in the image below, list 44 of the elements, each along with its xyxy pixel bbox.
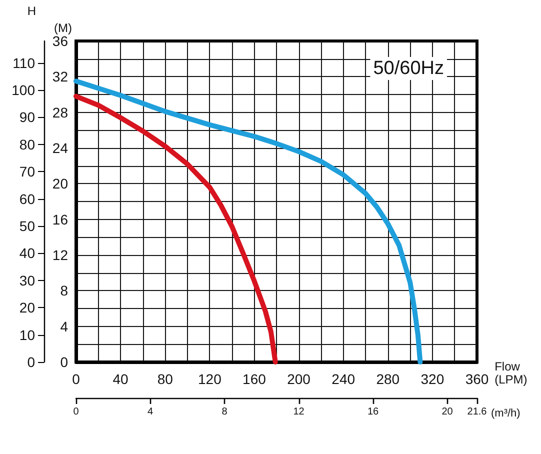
- y2-tick-label: 60: [19, 190, 36, 207]
- y-tick-label: 8: [60, 282, 68, 299]
- x2-tick-label: 0: [73, 406, 80, 418]
- y-tick-label: 36: [52, 33, 68, 49]
- y-tick-label: 24: [52, 140, 68, 156]
- x2-tick-label: 4: [147, 406, 154, 418]
- y2-tick-label: 0: [27, 354, 36, 370]
- x-tick-label: 0: [72, 371, 80, 387]
- y-tick-label: 4: [60, 318, 68, 334]
- x-tick-label: 240: [332, 371, 356, 387]
- x-tick-label: 40: [112, 371, 129, 387]
- y2-tick-label: 30: [19, 272, 36, 288]
- annotation: 50/60Hz: [373, 58, 444, 79]
- x-tick-label: 360: [465, 371, 489, 387]
- y2-tick-label: 110: [12, 54, 36, 71]
- y-axis-title: (M): [54, 21, 72, 35]
- x-tick-label: 120: [198, 371, 222, 387]
- y2-tick-label: 20: [19, 300, 36, 316]
- x2-tick-label: 20: [442, 406, 454, 418]
- x-tick-label: 320: [420, 371, 444, 387]
- x2-tick-label: 16: [367, 406, 380, 418]
- y2-axis-title: H: [27, 4, 36, 18]
- y2-tick-label: 10: [19, 326, 36, 343]
- x-tick-label: 280: [376, 371, 400, 387]
- y2-tick-label: 70: [19, 164, 36, 180]
- x2-tick-label: 21.6: [467, 406, 488, 418]
- y2-tick-label: 80: [19, 136, 36, 152]
- y2-tick-label: 100: [12, 82, 36, 98]
- x-axis-title: Flow (LPM): [494, 360, 528, 386]
- x2-tick-label: 8: [222, 406, 228, 418]
- x2-axis-title: (m³/h): [491, 408, 520, 420]
- y2-tick-label: 50: [19, 218, 36, 234]
- y-tick-label: 12: [52, 247, 68, 263]
- x-tick-label: 200: [287, 371, 311, 387]
- y-tick-label: 20: [52, 176, 68, 192]
- y2-tick-label: 40: [19, 245, 36, 262]
- y2-tick-label: 90: [19, 109, 36, 126]
- y-tick-label: 0: [60, 354, 68, 370]
- y-tick-label: 28: [52, 104, 68, 120]
- y-tick-label: 16: [52, 211, 68, 228]
- y-tick-label: 32: [52, 68, 68, 85]
- x2-tick-label: 12: [293, 406, 305, 418]
- x-tick-label: 80: [157, 371, 174, 387]
- x-tick-label: 160: [242, 371, 266, 387]
